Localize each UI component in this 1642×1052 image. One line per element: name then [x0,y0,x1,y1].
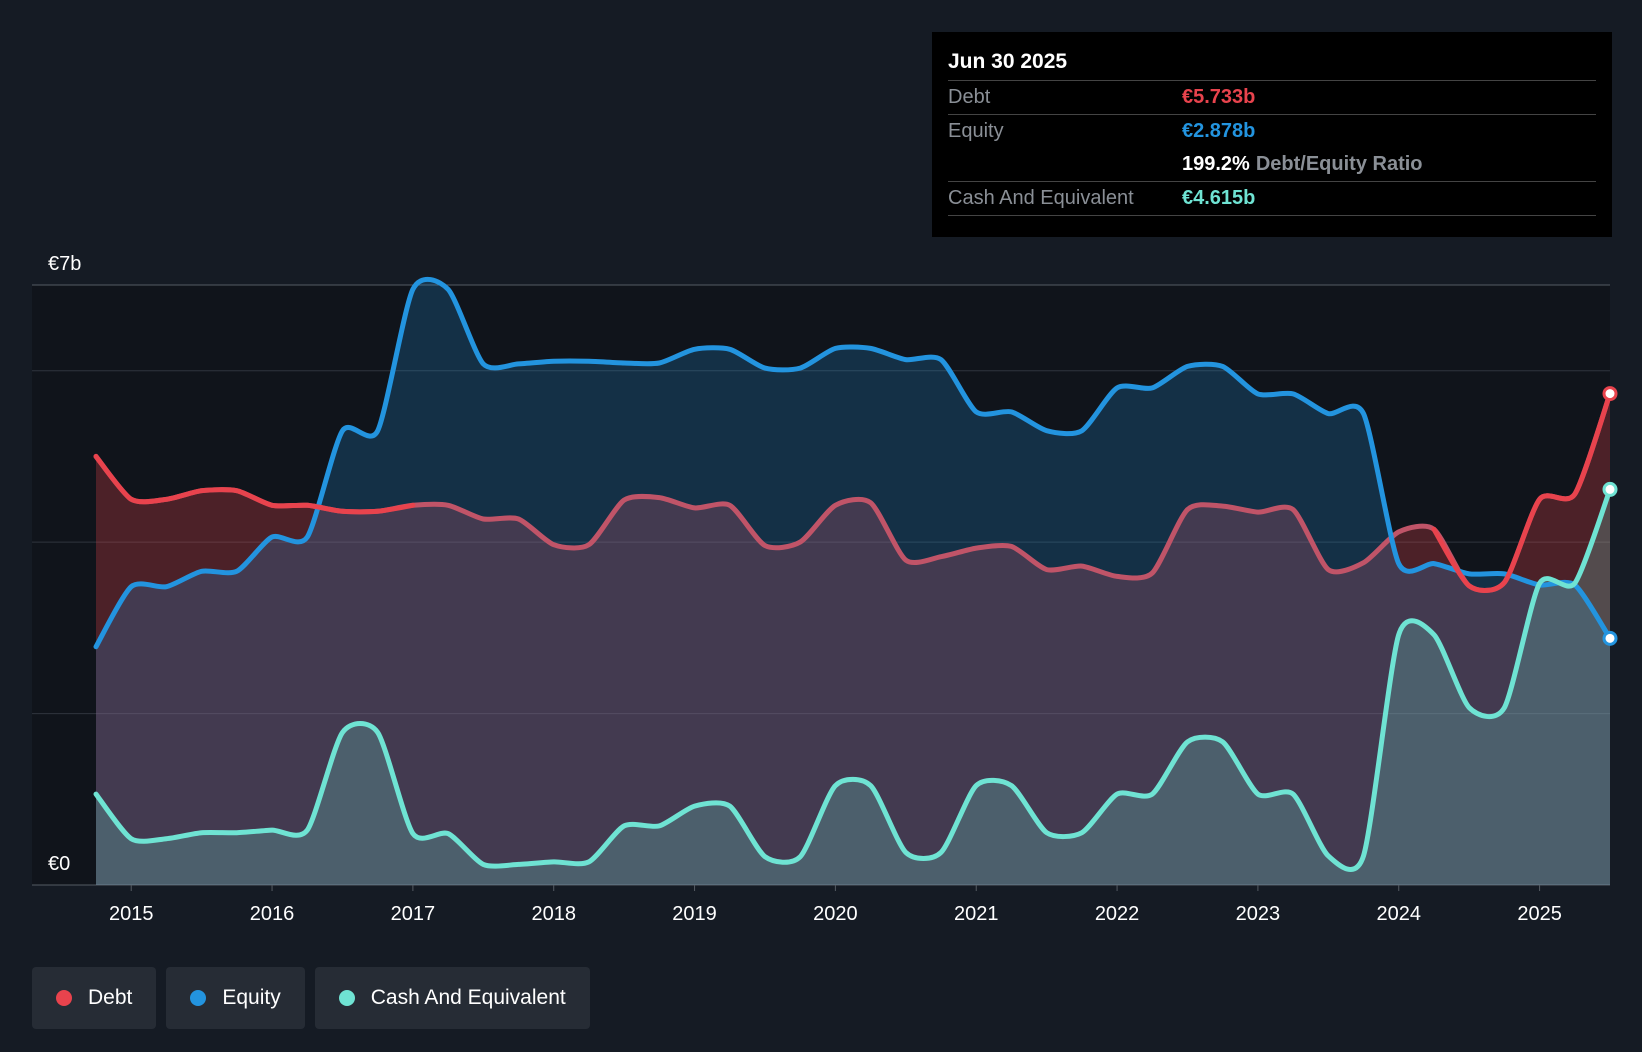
endpoint-cash [1602,481,1618,497]
area-cash [96,489,1610,885]
x-tick-label-2021: 2021 [954,903,999,925]
tooltip-ratio-value: 199.2% [1182,153,1250,175]
tooltip-equity-row: Equity €2.878b [948,115,1596,148]
legend-label-equity: Equity [222,986,281,1009]
tooltip-cash-value: €4.615b [1182,187,1256,209]
legend-dot-equity-icon [190,990,207,1006]
y-tick-label-bottom: €0 [48,853,70,875]
legend-dot-debt-icon [56,990,72,1006]
tooltip-ratio-spacer [948,148,1182,181]
tooltip-cash-row: Cash And Equivalent €4.615b [948,182,1596,216]
tooltip-equity-label: Equity [948,120,1004,142]
legend: Debt Equity Cash And Equivalent [32,967,590,1029]
series-lines [93,276,1613,872]
line-equity [93,276,1613,650]
x-tick-label-2022: 2022 [1095,903,1140,925]
plot-past-background [32,285,1610,885]
x-tick-label-2016: 2016 [250,903,295,925]
tooltip-date: Jun 30 2025 [948,44,1596,81]
x-tick-label-2024: 2024 [1376,903,1421,925]
tooltip-equity-value: €2.878b [1182,120,1256,142]
tooltip-cash-label: Cash And Equivalent [948,187,1134,209]
x-tick-label-2015: 2015 [109,903,154,925]
legend-label-cash: Cash And Equivalent [370,986,566,1009]
x-tick-label-2019: 2019 [672,903,717,925]
x-tick-label-2017: 2017 [391,903,436,925]
tooltip-debt-label: Debt [948,86,991,108]
legend-dot-cash-icon [338,990,355,1006]
endpoint-equity [1602,630,1618,646]
endpoint-debt [1602,386,1618,402]
x-tick-label-2025: 2025 [1517,903,1562,925]
line-debt-highlight-0 [93,453,416,515]
x-tick-label-2018: 2018 [531,903,576,925]
legend-item-equity[interactable]: Equity [166,967,305,1029]
x-axis: 2015 2016 2017 2018 2019 2020 2021 2022 2023 2024… [109,885,1562,925]
tooltip-debt-row: Debt €5.733b [948,81,1596,115]
x-tick-label-2020: 2020 [813,903,858,925]
tooltip-ratio-label: Debt/Equity Ratio [1255,153,1423,175]
area-equity [96,279,1610,886]
legend-label-debt: Debt [88,986,133,1009]
tooltip-debt-value: €5.733b [1182,86,1256,108]
line-debt-highlight-1 [1431,391,1613,593]
legend-item-cash[interactable]: Cash And Equivalent [314,967,590,1029]
series-endpoints [1602,386,1618,646]
x-tick-label-2023: 2023 [1236,903,1281,925]
line-cash [93,486,1613,872]
legend-item-debt[interactable]: Debt [32,967,157,1029]
tooltip: Jun 30 2025 Debt €5.733b Equity €2.878b … [932,32,1612,237]
y-tick-label-top: €7b [48,253,81,275]
tooltip-ratio-row: 199.2% Debt/Equity Ratio [948,148,1596,182]
